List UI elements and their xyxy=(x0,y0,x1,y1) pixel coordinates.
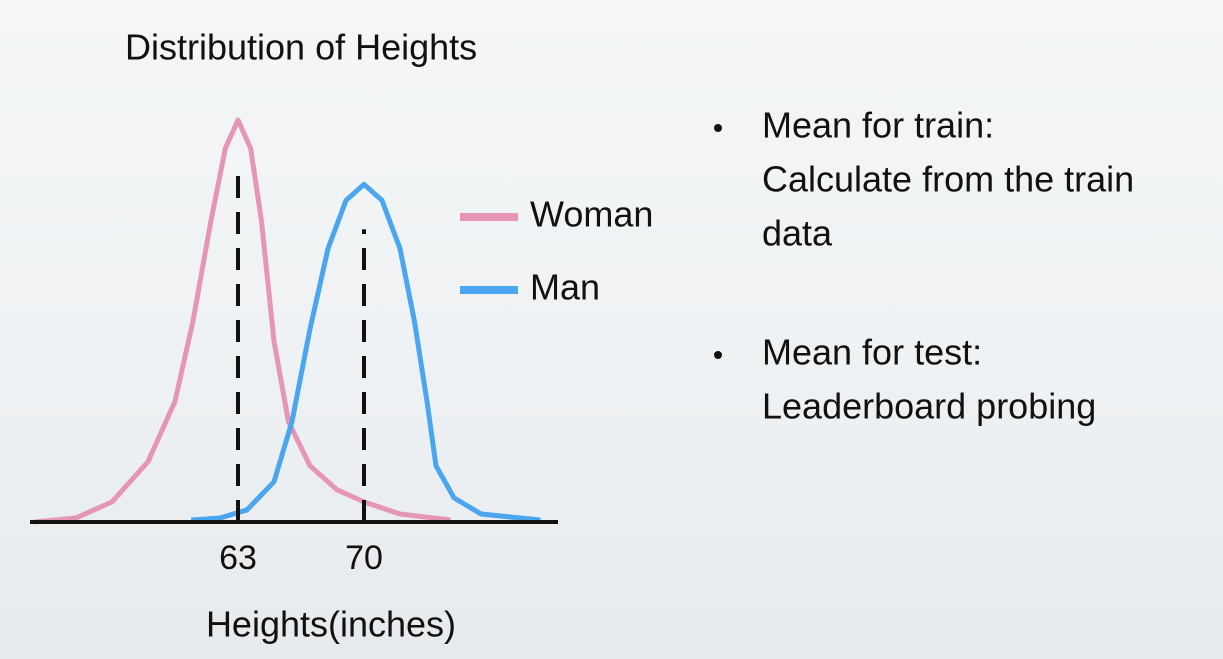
bullet-text: Mean for test: xyxy=(762,332,982,373)
series-line xyxy=(191,181,541,523)
legend-label: Man xyxy=(530,267,600,308)
x-tick-label: 70 xyxy=(345,539,383,577)
legend-label: Woman xyxy=(530,194,653,235)
bullet-text: Leaderboard probing xyxy=(762,386,1096,427)
bullet-text: data xyxy=(762,213,833,254)
bullet-text: Calculate from the train xyxy=(762,159,1134,200)
x-tick-label: 63 xyxy=(219,539,257,577)
bullet-dot xyxy=(714,124,722,132)
x-axis-label: Heights(inches) xyxy=(206,604,456,645)
chart-title: Distribution of Heights xyxy=(125,27,477,68)
bullet-dot xyxy=(714,351,722,359)
series-line xyxy=(34,117,451,525)
bullet-text: Mean for train: xyxy=(762,105,994,146)
